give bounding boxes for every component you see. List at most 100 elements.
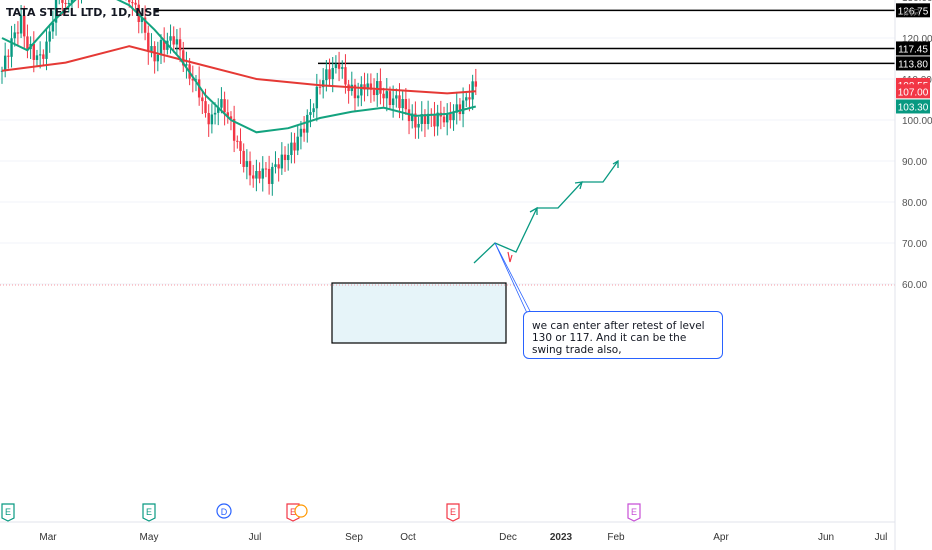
candle-body (379, 81, 382, 94)
candle-body (229, 116, 233, 119)
x-tick-label: Jun (818, 532, 834, 543)
candle-body (372, 89, 376, 96)
candle-body (290, 142, 293, 156)
candle-body (468, 97, 471, 100)
time-axis[interactable]: Mar May Jul Sep Oct Dec 2023 Feb Apr Jun Jul (39, 532, 887, 543)
candle-body (3, 55, 7, 71)
candle-body (414, 113, 417, 128)
candle-body (217, 107, 220, 113)
candle-body (312, 108, 315, 113)
candle-body (134, 2, 137, 5)
candle-body (162, 39, 166, 50)
x-tick-label: Mar (39, 532, 57, 543)
candle-body (401, 99, 404, 109)
y-tick-label: 70.00 (902, 239, 927, 250)
candle-body (274, 164, 277, 167)
candle-body (341, 67, 344, 69)
arrow-head-3 (612, 159, 619, 168)
currency-label: INR (903, 8, 920, 19)
candle-body (306, 114, 309, 133)
candle-body (220, 99, 223, 108)
moving-average-green (1, 0, 477, 134)
projection-arrows (473, 159, 619, 264)
candle-body (366, 83, 369, 90)
candle-body (16, 32, 20, 34)
price-tags: 152.30147.45142.40137.85132.60126.75117.… (896, 3, 930, 114)
candle-body (35, 55, 39, 60)
projection-path (473, 160, 619, 264)
candle-body (446, 113, 449, 123)
candle-body (315, 86, 319, 109)
candle-body (458, 104, 462, 115)
retest-mark (507, 251, 513, 263)
candle-body (131, 2, 134, 4)
level-tag-bg (896, 56, 930, 71)
level-tag: 117.45 (898, 44, 928, 55)
dividend-marker-icon[interactable] (216, 503, 232, 519)
moving-average-red (1, 45, 476, 95)
candle-body (42, 54, 45, 59)
x-tick-label: May (140, 532, 159, 543)
x-tick-label: Jul (249, 532, 262, 543)
arrow-head-1 (529, 206, 538, 215)
candle-body (185, 64, 188, 66)
candle-body (360, 84, 363, 96)
horizontal-levels[interactable] (0, 0, 895, 65)
event-marker-label: E (146, 507, 152, 517)
candle-body (264, 168, 268, 170)
candle-body (385, 91, 388, 99)
candle-body (325, 69, 328, 81)
candle-body (331, 68, 334, 80)
candle-body (474, 81, 478, 87)
candle-body (32, 43, 35, 60)
candle-body (337, 64, 341, 69)
candle-body (169, 36, 172, 41)
candle-body (280, 154, 284, 169)
candle-body (64, 2, 67, 4)
x-tick-label: Apr (713, 532, 729, 543)
candle-body (38, 54, 42, 56)
candle-body (426, 113, 430, 124)
candle-body (417, 123, 420, 128)
candle-body (201, 97, 204, 102)
consolidation-box[interactable] (331, 282, 507, 344)
candle-body (267, 168, 271, 184)
candle-body (143, 17, 147, 33)
price-tag: 107.00 (898, 87, 929, 98)
earnings-marker-icon[interactable] (1, 503, 15, 522)
candle-body (197, 79, 201, 98)
x-tick-label: Dec (499, 532, 517, 543)
x-tick-label: Feb (607, 532, 625, 543)
earnings-marker-icon[interactable] (446, 503, 460, 522)
pointer-line-2 (494, 242, 532, 314)
candle-body (232, 118, 236, 141)
y-tick-label: 90.00 (902, 157, 927, 168)
candle-body (411, 113, 414, 122)
candle-body (353, 84, 357, 99)
candle-body (395, 95, 398, 99)
earnings-marker-icon[interactable] (142, 503, 156, 522)
candle-body (252, 175, 255, 179)
candle-body (299, 128, 303, 137)
candle-body (363, 84, 366, 90)
candle-body (258, 170, 261, 179)
candle-body (178, 39, 182, 51)
candle-body (465, 97, 468, 101)
split-marker-icon[interactable] (294, 504, 308, 518)
grid-lines (0, 37, 895, 285)
candle-body (344, 67, 347, 85)
y-tick-label: 130.00 (902, 0, 932, 4)
chart-title: TATA STEEL LTD, 1D, NSE (6, 6, 160, 19)
candle-body (420, 114, 423, 124)
candle-body (26, 36, 29, 50)
candle-body (223, 99, 226, 113)
candle-body (67, 3, 70, 5)
annotation-callout[interactable]: we can enter after retest of level 130 o… (523, 311, 723, 359)
candle-body (242, 150, 245, 167)
candle-body (369, 83, 373, 90)
earnings-marker-icon[interactable] (627, 503, 641, 522)
candle-body (7, 55, 10, 57)
candle-body (19, 15, 23, 34)
